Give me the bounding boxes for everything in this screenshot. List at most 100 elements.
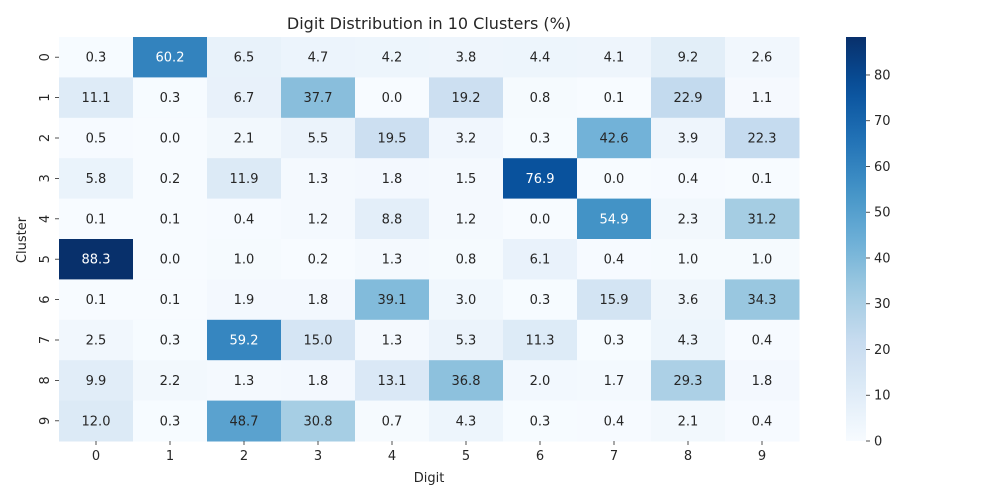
colorbar-tick-label: 20 [874,343,891,358]
heatmap-cell [133,117,208,159]
heatmap-cell [651,239,726,280]
heatmap-cell [355,158,430,200]
cell-value-label: 1.5 [456,172,477,187]
cell-value-label: 0.2 [160,172,181,187]
cell-value-label: 0.4 [678,172,699,187]
cell-value-label: 30.8 [304,414,333,429]
x-tick-label: 4 [388,449,396,464]
heatmap-cell [207,198,282,240]
heatmap-cell [133,37,208,78]
cell-value-label: 36.8 [452,374,481,389]
cell-value-label: 5.5 [308,132,329,147]
heatmap-cell [355,279,430,321]
heatmap-cell [281,77,356,119]
heatmap-cell [725,279,800,321]
colorbar-tick-label: 70 [874,114,891,129]
colorbar-tick-label: 60 [874,160,891,175]
cell-value-label: 0.1 [86,293,107,308]
heatmap-cell [725,117,800,159]
heatmap-cell [355,319,430,361]
colorbar-tick-label: 80 [874,68,891,83]
heatmap-cell [651,77,726,119]
heatmap-cell [281,37,356,78]
heatmap-cell [429,279,504,321]
x-tick-label: 1 [166,449,174,464]
heatmap-cell [503,360,578,402]
y-axis-ticks: 0 1 2 3 4 5 6 7 8 9 [38,53,59,425]
heatmap-cell [281,117,356,159]
x-tick-label: 5 [462,449,470,464]
heatmap-cell [59,400,134,442]
heatmap-cell [281,279,356,321]
cell-value-label: 0.0 [160,132,181,147]
heatmap-cell [429,239,504,280]
cell-value-label: 42.6 [600,132,629,147]
heatmap-cell [725,198,800,240]
x-tick-label: 8 [684,449,692,464]
heatmap-cell [577,117,652,159]
heatmap-cell [429,37,504,78]
cell-value-label: 2.6 [752,51,773,66]
cell-value-label: 34.3 [748,293,777,308]
heatmap-cell [725,400,800,442]
colorbar-tick-label: 50 [874,206,891,221]
heatmap-cell [503,37,578,78]
cell-value-label: 1.0 [678,253,699,268]
cell-value-label: 0.8 [456,253,477,268]
colorbar-tick-label: 40 [874,251,891,266]
cell-value-label: 0.1 [160,212,181,227]
cell-value-label: 0.4 [234,212,255,227]
heatmap-cell [503,158,578,200]
cell-value-label: 8.8 [382,212,403,227]
cell-value-label: 2.5 [86,334,107,349]
cell-value-label: 15.0 [304,334,333,349]
cell-value-label: 0.0 [160,253,181,268]
x-tick-label: 0 [92,449,100,464]
cell-value-label: 37.7 [304,91,333,106]
cell-value-label: 1.8 [382,172,403,187]
x-axis-ticks: 0 1 2 3 4 5 6 7 8 9 [92,441,766,464]
heatmap-cell [355,77,430,119]
y-tick-label: 5 [38,255,53,263]
heatmap-cell [651,117,726,159]
cell-value-label: 6.1 [530,253,551,268]
heatmap-cell [355,117,430,159]
heatmap-cell [281,198,356,240]
cell-value-label: 29.3 [674,374,703,389]
cell-value-label: 0.5 [86,132,107,147]
heatmap-cell [429,198,504,240]
cell-value-label: 1.8 [752,374,773,389]
heatmap-cell [429,360,504,402]
cell-value-label: 0.4 [604,414,625,429]
y-tick-label: 7 [38,336,53,344]
cell-value-label: 0.1 [86,212,107,227]
cell-value-label: 88.3 [82,253,111,268]
cell-value-label: 1.3 [308,172,329,187]
cell-value-label: 0.2 [308,253,329,268]
cell-value-label: 59.2 [230,334,259,349]
cell-value-label: 12.0 [82,414,111,429]
y-tick-label: 6 [38,295,53,303]
cell-value-label: 4.3 [456,414,477,429]
cell-value-label: 1.9 [234,293,255,308]
heatmap-cell [59,77,134,119]
cell-value-label: 1.3 [234,374,255,389]
heatmap-cell [133,158,208,200]
cell-value-label: 0.0 [604,172,625,187]
cell-value-label: 31.2 [748,212,777,227]
heatmap-cell [207,77,282,119]
cell-value-label: 76.9 [526,172,555,187]
heatmap-cell [207,319,282,361]
cell-value-label: 0.3 [86,51,107,66]
heatmap-cell [651,37,726,78]
x-axis-title: Digit [414,471,445,486]
cell-value-label: 2.1 [234,132,255,147]
heatmap-cell [725,319,800,361]
heatmap-cell [355,37,430,78]
heatmap-cell [503,400,578,442]
cell-value-label: 1.7 [604,374,625,389]
heatmap-cell [577,400,652,442]
cell-value-label: 11.3 [526,334,555,349]
cell-value-label: 0.1 [604,91,625,106]
